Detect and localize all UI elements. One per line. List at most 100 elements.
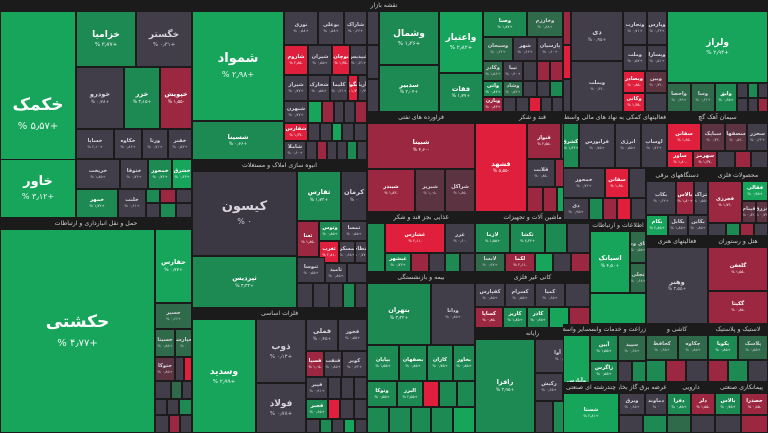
tile-plask[interactable]: پلاسک +۰٫۵۵ % <box>738 335 768 360</box>
tile-tiba[interactable]: تیبا +۰٫۴۰ % <box>503 61 523 81</box>
tile-micro[interactable] <box>389 407 411 433</box>
tile-bouali[interactable]: بوعلی +۰٫۵۸ % <box>318 11 344 45</box>
tile-fmeli[interactable]: فملی +۰٫۴۵ % <box>306 319 338 351</box>
tile-khmehr[interactable]: خمهر +۱٫۷۲ % <box>76 189 118 218</box>
tile-micro[interactable] <box>552 97 563 112</box>
tile-vtous[interactable]: وتوس +۰٫۸۵ % <box>319 221 341 241</box>
tile-micro[interactable] <box>328 377 341 399</box>
tile-micro[interactable] <box>717 151 735 168</box>
tile-kseram[interactable]: کسرام +۰٫۵۵ % <box>505 283 535 307</box>
tile-micro[interactable] <box>550 81 563 97</box>
tile-micro[interactable] <box>631 198 646 220</box>
tile-shbahran[interactable]: شبهرن +۰٫۷۷ % <box>284 101 308 123</box>
tile-khsapa[interactable]: خساپا +۲٫۱۰ % <box>76 129 114 159</box>
tile-micro[interactable] <box>308 123 320 141</box>
tile-micro[interactable] <box>545 223 567 253</box>
tile-micro[interactable] <box>347 263 367 283</box>
tile-micro[interactable] <box>367 11 379 45</box>
tile-vtouka[interactable]: وتوکا +۰٫۵۵ % <box>367 381 397 407</box>
tile-micro[interactable] <box>715 415 741 433</box>
tile-fjabr[interactable]: فجبر +۰٫۶۵ % <box>306 399 328 419</box>
tile-rafza[interactable]: رافزا +۳٫۹۵ % <box>475 339 535 433</box>
tile-shmavad[interactable]: شمواد +۲٫۹۸ % <box>192 11 284 121</box>
tile-hasadra[interactable]: حصدرا -۰٫۸۵ % <box>741 393 768 415</box>
tile-micro[interactable] <box>541 97 552 112</box>
tile-bkain[interactable]: بکاین +۰٫۸۵ % <box>688 215 708 236</box>
tile-micro[interactable] <box>355 283 367 308</box>
tile-micro[interactable] <box>537 61 550 81</box>
tile-micro[interactable] <box>340 399 354 419</box>
tile-vsobhan[interactable]: وسبحان +۰٫۶۴ % <box>483 37 513 61</box>
tile-micro[interactable] <box>160 189 176 203</box>
tile-farabourse[interactable]: فرابورس +۰٫۷۵ % <box>579 123 615 168</box>
tile-micro[interactable] <box>549 307 569 328</box>
tile-vbsader[interactable]: وبصادر -۰٫۸۵ % <box>623 71 645 93</box>
tile-fkhouz[interactable]: فخوز +۰٫۵۵ % <box>338 319 367 351</box>
tile-micro[interactable] <box>758 83 768 98</box>
tile-aria[interactable]: آریا +۰٫۹۹ % <box>358 75 367 101</box>
tile-vpasar[interactable]: وپسارا +۰٫۵۱ % <box>647 45 667 71</box>
tile-micro[interactable] <box>320 123 332 141</box>
tile-micro[interactable] <box>553 253 571 272</box>
tile-micro[interactable] <box>344 419 355 433</box>
tile-btehran[interactable]: بتهران +۳٫۲۲ % <box>367 283 431 345</box>
tile-khezamia[interactable]: خزامیا +۳٫۷۷ % <box>76 11 136 67</box>
tile-micro[interactable] <box>439 381 457 407</box>
tile-gkita[interactable]: گکیتا -۰٫۸۵ % <box>708 291 768 324</box>
tile-volraz[interactable]: ولراز +۲٫۹۴ % <box>667 11 768 83</box>
tile-fsepa[interactable]: فسپا -۱٫۰۵ % <box>306 351 324 377</box>
tile-khgostar[interactable]: خگستر +۰٫۳۱ % <box>136 11 192 67</box>
tile-energy[interactable]: انرژی +۰٫۵۵ % <box>615 123 641 168</box>
tile-micro[interactable] <box>308 101 322 123</box>
tile-micro[interactable] <box>735 151 751 168</box>
tile-shbandar[interactable]: شبندر -۱٫۸۳ % <box>367 169 415 212</box>
tile-ghashahd[interactable]: قشهد -۵٫۵۵ % <box>475 123 527 212</box>
tile-damavand[interactable]: دماوند ۰ % <box>645 393 667 415</box>
tile-micro[interactable] <box>167 399 179 415</box>
tile-khfanar[interactable]: خفنر +۰٫۵۲ % <box>168 129 192 159</box>
tile-ghazar[interactable]: غزر -۰٫۶۰ % <box>445 223 475 253</box>
tile-bsefahan[interactable]: بصفهان +۰٫۸۵ % <box>399 345 427 381</box>
tile-micro[interactable] <box>535 253 553 272</box>
tile-vkani[interactable]: وکانی -۱٫۳۵ % <box>623 93 645 112</box>
tile-gelghafan[interactable]: گلغفن -۱٫۵۵ % <box>708 247 768 291</box>
tile-micro[interactable] <box>460 253 475 272</box>
tile-tajalli[interactable]: تجلی +۰٫۶۸ % <box>630 263 646 293</box>
tile-vayegh[interactable]: وایق +۰٫۶۵ % <box>715 83 737 112</box>
tile-micro[interactable] <box>169 415 180 433</box>
tile-shbriz[interactable]: شبریز -۱٫۰۵ % <box>415 169 445 212</box>
tile-micro[interactable] <box>182 381 192 399</box>
tile-micro[interactable] <box>354 377 367 399</box>
tile-micro[interactable] <box>527 187 543 212</box>
tile-micro[interactable] <box>175 357 184 381</box>
tile-micro[interactable] <box>666 360 686 382</box>
tile-micro[interactable] <box>320 419 332 433</box>
tile-dd[interactable]: دی +۰٫۹۵ % <box>563 198 589 220</box>
tile-sepid[interactable]: سپید +۰٫۶۵ % <box>618 335 646 361</box>
tile-kison[interactable]: کیسون ۰ % <box>192 171 297 256</box>
tile-kariz[interactable]: کاریز +۱٫۸۵ % <box>503 307 527 328</box>
tile-saflin[interactable]: سفانن -۱٫۶۵ % <box>605 168 629 198</box>
tile-micro[interactable] <box>343 283 355 308</box>
tile-vpars[interactable]: وپارس +۰٫۶۳ % <box>647 11 667 45</box>
tile-micro[interactable] <box>306 141 317 160</box>
tile-micro[interactable] <box>155 399 167 415</box>
tile-shkharak[interactable]: شخارک +۰٫۵۵ % <box>308 75 330 101</box>
tile-lekma[interactable]: لکما -۲٫۱۱ % <box>505 253 535 272</box>
tile-micro[interactable] <box>367 79 379 112</box>
tile-balas2[interactable]: بالاس +۰٫۷۵ % <box>715 393 741 415</box>
tile-micro[interactable] <box>748 83 758 98</box>
tile-micro[interactable] <box>751 151 768 168</box>
tile-ksapa[interactable]: کساپا -۰٫۸۵ % <box>475 307 503 328</box>
tile-micro[interactable] <box>328 399 340 419</box>
tile-micro[interactable] <box>411 407 431 433</box>
tile-micro[interactable] <box>617 198 631 220</box>
tile-khafez[interactable]: کحافظ +۰٫۶۵ % <box>646 335 678 360</box>
tile-pkouya[interactable]: پکویا +۰٫۸۵ % <box>708 335 738 360</box>
tile-shbina[interactable]: شبینا -۴٫۶۰ % <box>367 123 475 169</box>
tile-micro[interactable] <box>503 97 516 112</box>
tile-shahr[interactable]: شهر +۰٫۶۶ % <box>513 37 537 61</box>
tile-khtougha[interactable]: ختوقا +۰٫۷۴ % <box>120 159 148 189</box>
tile-micro[interactable] <box>347 141 357 160</box>
tile-micro[interactable] <box>322 101 334 123</box>
